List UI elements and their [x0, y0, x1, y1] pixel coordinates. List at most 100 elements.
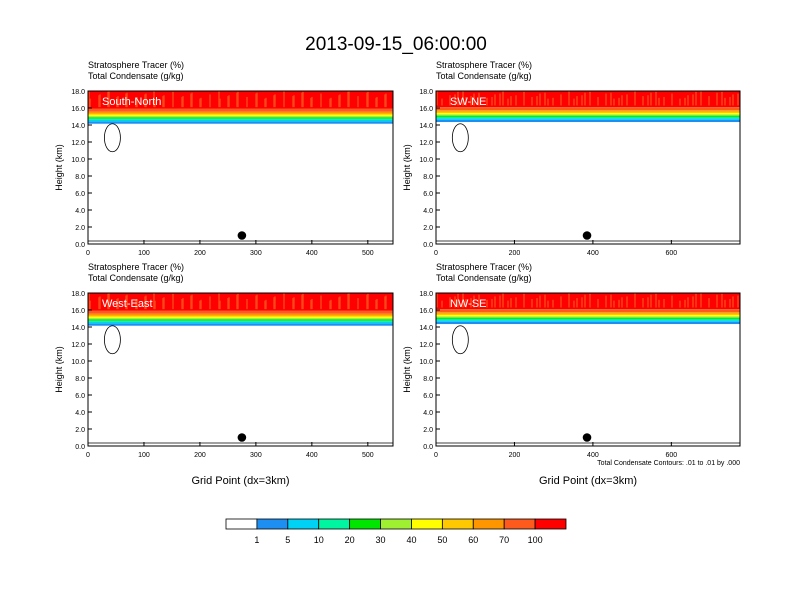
- tracer-streak: [610, 294, 612, 308]
- tracer-streak: [510, 96, 512, 106]
- tracer-streak: [584, 92, 586, 106]
- y-tick-label: 2.0: [423, 427, 433, 434]
- x-tick-label: 600: [666, 452, 678, 459]
- tracer-streak: [163, 297, 165, 310]
- tracer-streak: [191, 294, 193, 310]
- panel-west-east: West-East Stratosphere Tracer (%)Total Co…: [54, 262, 394, 487]
- x-tick-label: 0: [434, 452, 438, 459]
- y-tick-label: 2.0: [75, 225, 85, 232]
- condensate-contour: [451, 123, 469, 153]
- tracer-band-3: [436, 313, 740, 316]
- tracer-streak: [687, 95, 689, 106]
- tracer-band-9: [436, 119, 740, 123]
- colorbar-label: 40: [406, 535, 416, 545]
- tracer-streak: [610, 92, 612, 106]
- tracer-streak: [613, 98, 615, 106]
- tracer-streak: [237, 293, 239, 310]
- tracer-band-5: [88, 116, 393, 118]
- panel-header-line: Stratosphere Tracer (%): [88, 262, 184, 272]
- colorbar-label: 5: [285, 535, 290, 545]
- tracer-streak: [385, 295, 387, 310]
- tracer-streak: [589, 293, 591, 308]
- y-tick-label: 8.0: [423, 376, 433, 383]
- tracer-streak: [695, 91, 697, 106]
- tracer-streak: [478, 92, 480, 106]
- tracer-band-1: [436, 309, 740, 313]
- tracer-streak: [449, 95, 451, 106]
- tracer-band-3: [436, 111, 740, 114]
- tracer-streak: [367, 91, 369, 108]
- tracer-band-9: [436, 321, 740, 325]
- tracer-streak: [536, 96, 538, 106]
- tracer-streak: [650, 92, 652, 106]
- tracer-streak: [684, 299, 686, 308]
- tracer-streak: [486, 299, 488, 308]
- tracer-streak: [265, 299, 267, 310]
- tracer-streak: [126, 294, 128, 310]
- colorbar-swatch: [287, 518, 320, 530]
- tracer-streak: [436, 91, 438, 106]
- tracer-streak: [573, 98, 575, 106]
- tracer-streak: [302, 91, 304, 108]
- panel-header-line: Stratosphere Tracer (%): [436, 60, 532, 70]
- location-marker: [582, 231, 592, 240]
- tracer-streak: [568, 293, 570, 308]
- x-axis-label: Grid Point (dx=3km): [539, 475, 637, 487]
- y-tick-label: 10.0: [71, 157, 85, 164]
- tracer-streak: [441, 300, 443, 308]
- tracer-streak: [491, 96, 493, 106]
- tracer-band-4: [88, 316, 393, 319]
- location-marker: [237, 433, 247, 442]
- tracer-streak: [182, 298, 184, 310]
- y-axis-label: Height (km): [402, 346, 412, 393]
- tracer-band-6: [88, 319, 393, 321]
- x-tick-label: 400: [587, 452, 599, 459]
- location-marker: [582, 433, 592, 442]
- tracer-streak: [454, 296, 456, 308]
- tracer-streak: [708, 96, 710, 106]
- tracer-band-2: [88, 313, 393, 316]
- tracer-streak: [367, 293, 369, 310]
- tracer-streak: [99, 296, 101, 310]
- location-marker: [237, 231, 247, 240]
- y-tick-label: 16.0: [71, 106, 85, 113]
- tracer-streak: [539, 295, 541, 308]
- tracer-band-8: [88, 119, 393, 122]
- tracer-streak: [552, 299, 554, 308]
- tracer-streak: [729, 96, 731, 106]
- tracer-streak: [732, 296, 734, 308]
- tracer-streak: [531, 298, 533, 308]
- tracer-streak: [385, 93, 387, 108]
- tracer-streak: [473, 93, 475, 106]
- colorbar-label: 70: [499, 535, 509, 545]
- y-axis-label: Height (km): [54, 144, 64, 191]
- tracer-streak: [671, 93, 673, 106]
- tracer-band-4: [436, 315, 740, 317]
- tracer-streak: [737, 93, 739, 106]
- tracer-streak: [679, 300, 681, 308]
- tracer-field: [436, 293, 740, 444]
- tracer-streak: [339, 296, 341, 310]
- y-tick-label: 4.0: [423, 410, 433, 417]
- tracer-streak: [330, 299, 332, 310]
- tracer-streak: [330, 97, 332, 108]
- y-tick-label: 8.0: [75, 174, 85, 181]
- x-tick-label: 300: [250, 452, 262, 459]
- tracer-streak: [576, 298, 578, 308]
- y-tick-label: 18.0: [419, 291, 433, 298]
- tracer-streak: [145, 295, 147, 310]
- tracer-band-1: [436, 107, 740, 111]
- y-tick-label: 10.0: [419, 157, 433, 164]
- y-tick-label: 14.0: [71, 123, 85, 130]
- tracer-streak: [507, 98, 509, 106]
- y-tick-label: 2.0: [423, 225, 433, 232]
- y-tick-label: 6.0: [423, 191, 433, 198]
- tracer-streak: [692, 94, 694, 106]
- tracer-streak: [200, 299, 202, 310]
- tracer-streak: [256, 92, 258, 108]
- tracer-band-4: [436, 113, 740, 115]
- tracer-streak: [536, 298, 538, 308]
- tracer-streak: [348, 91, 350, 108]
- y-tick-label: 12.0: [419, 140, 433, 147]
- tracer-streak: [357, 96, 359, 108]
